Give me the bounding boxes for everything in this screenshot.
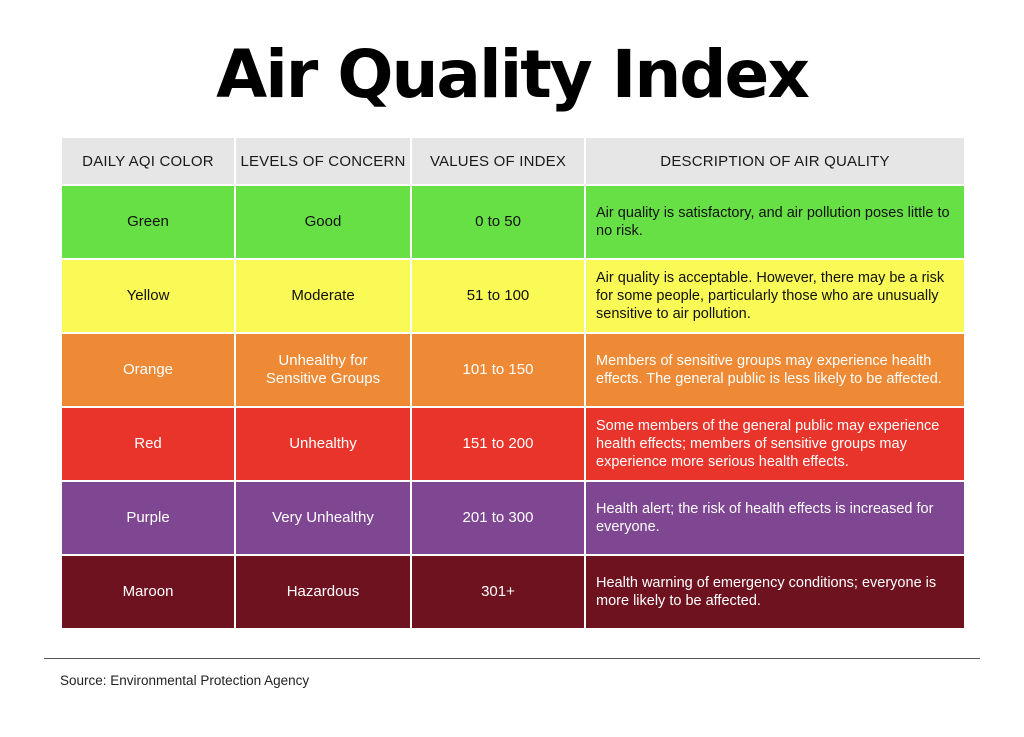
cell-values: 151 to 200	[410, 406, 586, 482]
cell-concern: Unhealthy	[234, 406, 412, 482]
header-values-of-index: VALUES OF INDEX	[410, 136, 586, 186]
table-row-maroon: Maroon Hazardous 301+ Health warning of …	[60, 554, 966, 630]
cell-values: 0 to 50	[410, 184, 586, 260]
cell-color-name: Green	[60, 184, 236, 260]
cell-concern: Hazardous	[234, 554, 412, 630]
table-row-purple: Purple Very Unhealthy 201 to 300 Health …	[60, 480, 966, 556]
page-title: Air Quality Index	[216, 36, 810, 113]
cell-values: 301+	[410, 554, 586, 630]
cell-description: Health warning of emergency conditions; …	[584, 554, 966, 630]
table-row-yellow: Yellow Moderate 51 to 100 Air quality is…	[60, 258, 966, 334]
header-levels-of-concern: LEVELS OF CONCERN	[234, 136, 412, 186]
cell-values: 51 to 100	[410, 258, 586, 334]
cell-color-name: Maroon	[60, 554, 236, 630]
header-daily-aqi-color: DAILY AQI COLOR	[60, 136, 236, 186]
cell-description: Members of sensitive groups may experien…	[584, 332, 966, 408]
cell-color-name: Red	[60, 406, 236, 482]
cell-description: Health alert; the risk of health effects…	[584, 480, 966, 556]
cell-description: Air quality is satisfactory, and air pol…	[584, 184, 966, 260]
cell-color-name: Purple	[60, 480, 236, 556]
table-header-row: DAILY AQI COLOR LEVELS OF CONCERN VALUES…	[60, 136, 966, 186]
cell-concern: Very Unhealthy	[234, 480, 412, 556]
header-description: DESCRIPTION OF AIR QUALITY	[584, 136, 966, 186]
cell-color-name: Yellow	[60, 258, 236, 334]
cell-color-name: Orange	[60, 332, 236, 408]
cell-concern: Unhealthy for Sensitive Groups	[234, 332, 412, 408]
cell-concern: Moderate	[234, 258, 412, 334]
cell-description: Some members of the general public may e…	[584, 406, 966, 482]
cell-values: 201 to 300	[410, 480, 586, 556]
aqi-table: DAILY AQI COLOR LEVELS OF CONCERN VALUES…	[60, 136, 966, 630]
cell-description: Air quality is acceptable. However, ther…	[584, 258, 966, 334]
source-note: Source: Environmental Protection Agency	[60, 673, 310, 688]
table-row-red: Red Unhealthy 151 to 200 Some members of…	[60, 406, 966, 482]
cell-concern: Good	[234, 184, 412, 260]
table-row-orange: Orange Unhealthy for Sensitive Groups 10…	[60, 332, 966, 408]
footer-divider	[44, 658, 980, 659]
table-row-green: Green Good 0 to 50 Air quality is satisf…	[60, 184, 966, 260]
cell-values: 101 to 150	[410, 332, 586, 408]
